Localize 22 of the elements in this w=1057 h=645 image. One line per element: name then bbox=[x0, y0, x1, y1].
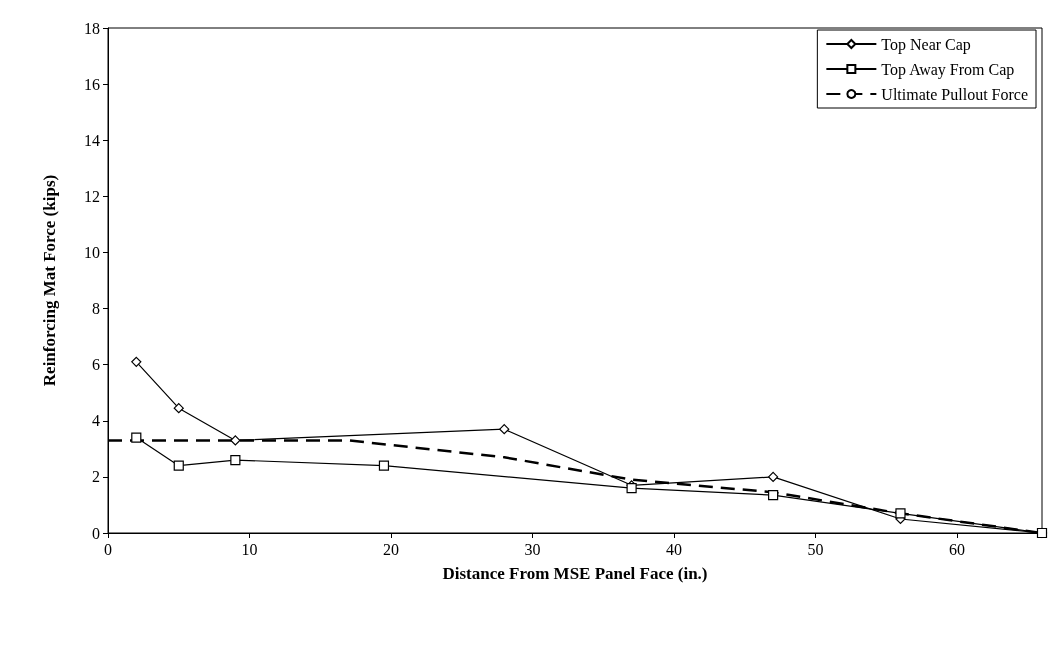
x-tick-label: 50 bbox=[807, 540, 824, 558]
y-tick-label: 4 bbox=[92, 412, 100, 430]
y-tick-label: 6 bbox=[92, 356, 100, 374]
x-axis-title: Distance From MSE Panel Face (in.) bbox=[442, 564, 708, 583]
x-tick-label: 0 bbox=[104, 540, 112, 558]
y-axis-title: Reinforcing Mat Force (kips) bbox=[40, 174, 59, 387]
legend-label: Ultimate Pullout Force bbox=[881, 85, 1029, 103]
y-tick-label: 18 bbox=[84, 19, 100, 37]
y-tick-label: 10 bbox=[84, 243, 100, 261]
y-tick-label: 0 bbox=[92, 524, 100, 542]
x-tick-label: 60 bbox=[949, 540, 966, 558]
legend-label: Top Near Cap bbox=[881, 35, 971, 54]
x-tick-label: 40 bbox=[666, 540, 683, 558]
x-tick-label: 10 bbox=[241, 540, 258, 558]
legend-label: Top Away From Cap bbox=[881, 60, 1015, 79]
y-tick-label: 16 bbox=[84, 75, 100, 93]
y-tick-label: 2 bbox=[92, 468, 100, 486]
y-tick-label: 14 bbox=[84, 131, 100, 149]
x-tick-label: 30 bbox=[524, 540, 541, 558]
y-tick-label: 12 bbox=[84, 187, 100, 205]
x-tick-label: 20 bbox=[383, 540, 400, 558]
y-tick-label: 8 bbox=[92, 300, 100, 318]
